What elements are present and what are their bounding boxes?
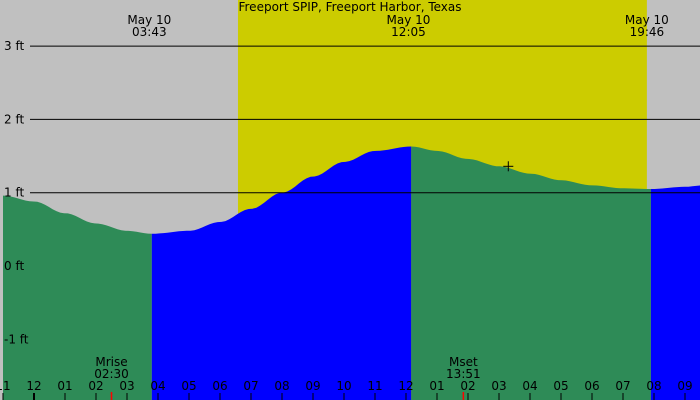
moon-event-time: 13:51: [446, 367, 481, 381]
y-tick-label: -1 ft: [4, 332, 29, 346]
x-tick-label: 09: [305, 379, 320, 393]
x-tick-label: 03: [491, 379, 506, 393]
rising-tide-area: [151, 146, 412, 400]
moon-event-time: 02:30: [94, 367, 129, 381]
marker-time: 12:05: [391, 25, 426, 39]
x-axis: 11 12 01 02 03 04 05 06 07 08 09 10 11 12 01 02 03 04 05 06…: [0, 379, 693, 400]
y-tick-label: 3 ft: [4, 39, 24, 53]
y-tick-label: 0 ft: [4, 259, 24, 273]
x-tick-label: 12: [398, 379, 413, 393]
x-tick-label: 12: [26, 379, 41, 393]
x-tick-label: 06: [212, 379, 227, 393]
marker-time: 03:43: [132, 25, 167, 39]
x-tick-label: 01: [429, 379, 444, 393]
falling-tide-area: [3, 195, 152, 400]
x-tick-label: 11: [367, 379, 382, 393]
marker-date: May 10: [127, 13, 171, 27]
x-tick-label: 05: [553, 379, 568, 393]
rising-tide-area: [650, 185, 700, 400]
crosshair-cursor: [503, 161, 514, 172]
marker-date: May 10: [625, 13, 669, 27]
x-tick-label: 04: [522, 379, 537, 393]
chart-title: Freeport SPIP, Freeport Harbor, Texas: [238, 0, 461, 14]
marker-date: May 10: [387, 13, 431, 27]
y-tick-label: 1 ft: [4, 186, 24, 200]
x-tick-label: 11: [0, 379, 11, 393]
x-tick-label: 08: [646, 379, 661, 393]
tide-areas: [3, 146, 700, 400]
x-tick-label: 01: [57, 379, 72, 393]
x-tick-label: 08: [274, 379, 289, 393]
x-tick-label: 02: [460, 379, 475, 393]
x-tick-label: 09: [677, 379, 692, 393]
x-tick-label: 10: [336, 379, 351, 393]
moon-event-label: Mrise: [95, 355, 127, 369]
x-tick-label: 07: [243, 379, 258, 393]
y-axis-labels: 3 ft 2 ft 1 ft 0 ft -1 ft: [4, 39, 29, 346]
x-tick-label: 04: [150, 379, 165, 393]
y-tick-label: 2 ft: [4, 112, 24, 126]
x-tick-label: 07: [615, 379, 630, 393]
moon-event-label: Mset: [449, 355, 478, 369]
x-tick-label: 02: [88, 379, 103, 393]
grid-lines: [30, 45, 700, 194]
x-tick-label: 06: [584, 379, 599, 393]
x-tick-label: 03: [119, 379, 134, 393]
x-tick-label: 05: [181, 379, 196, 393]
falling-tide-area: [411, 146, 651, 400]
marker-time: 19:46: [630, 25, 665, 39]
